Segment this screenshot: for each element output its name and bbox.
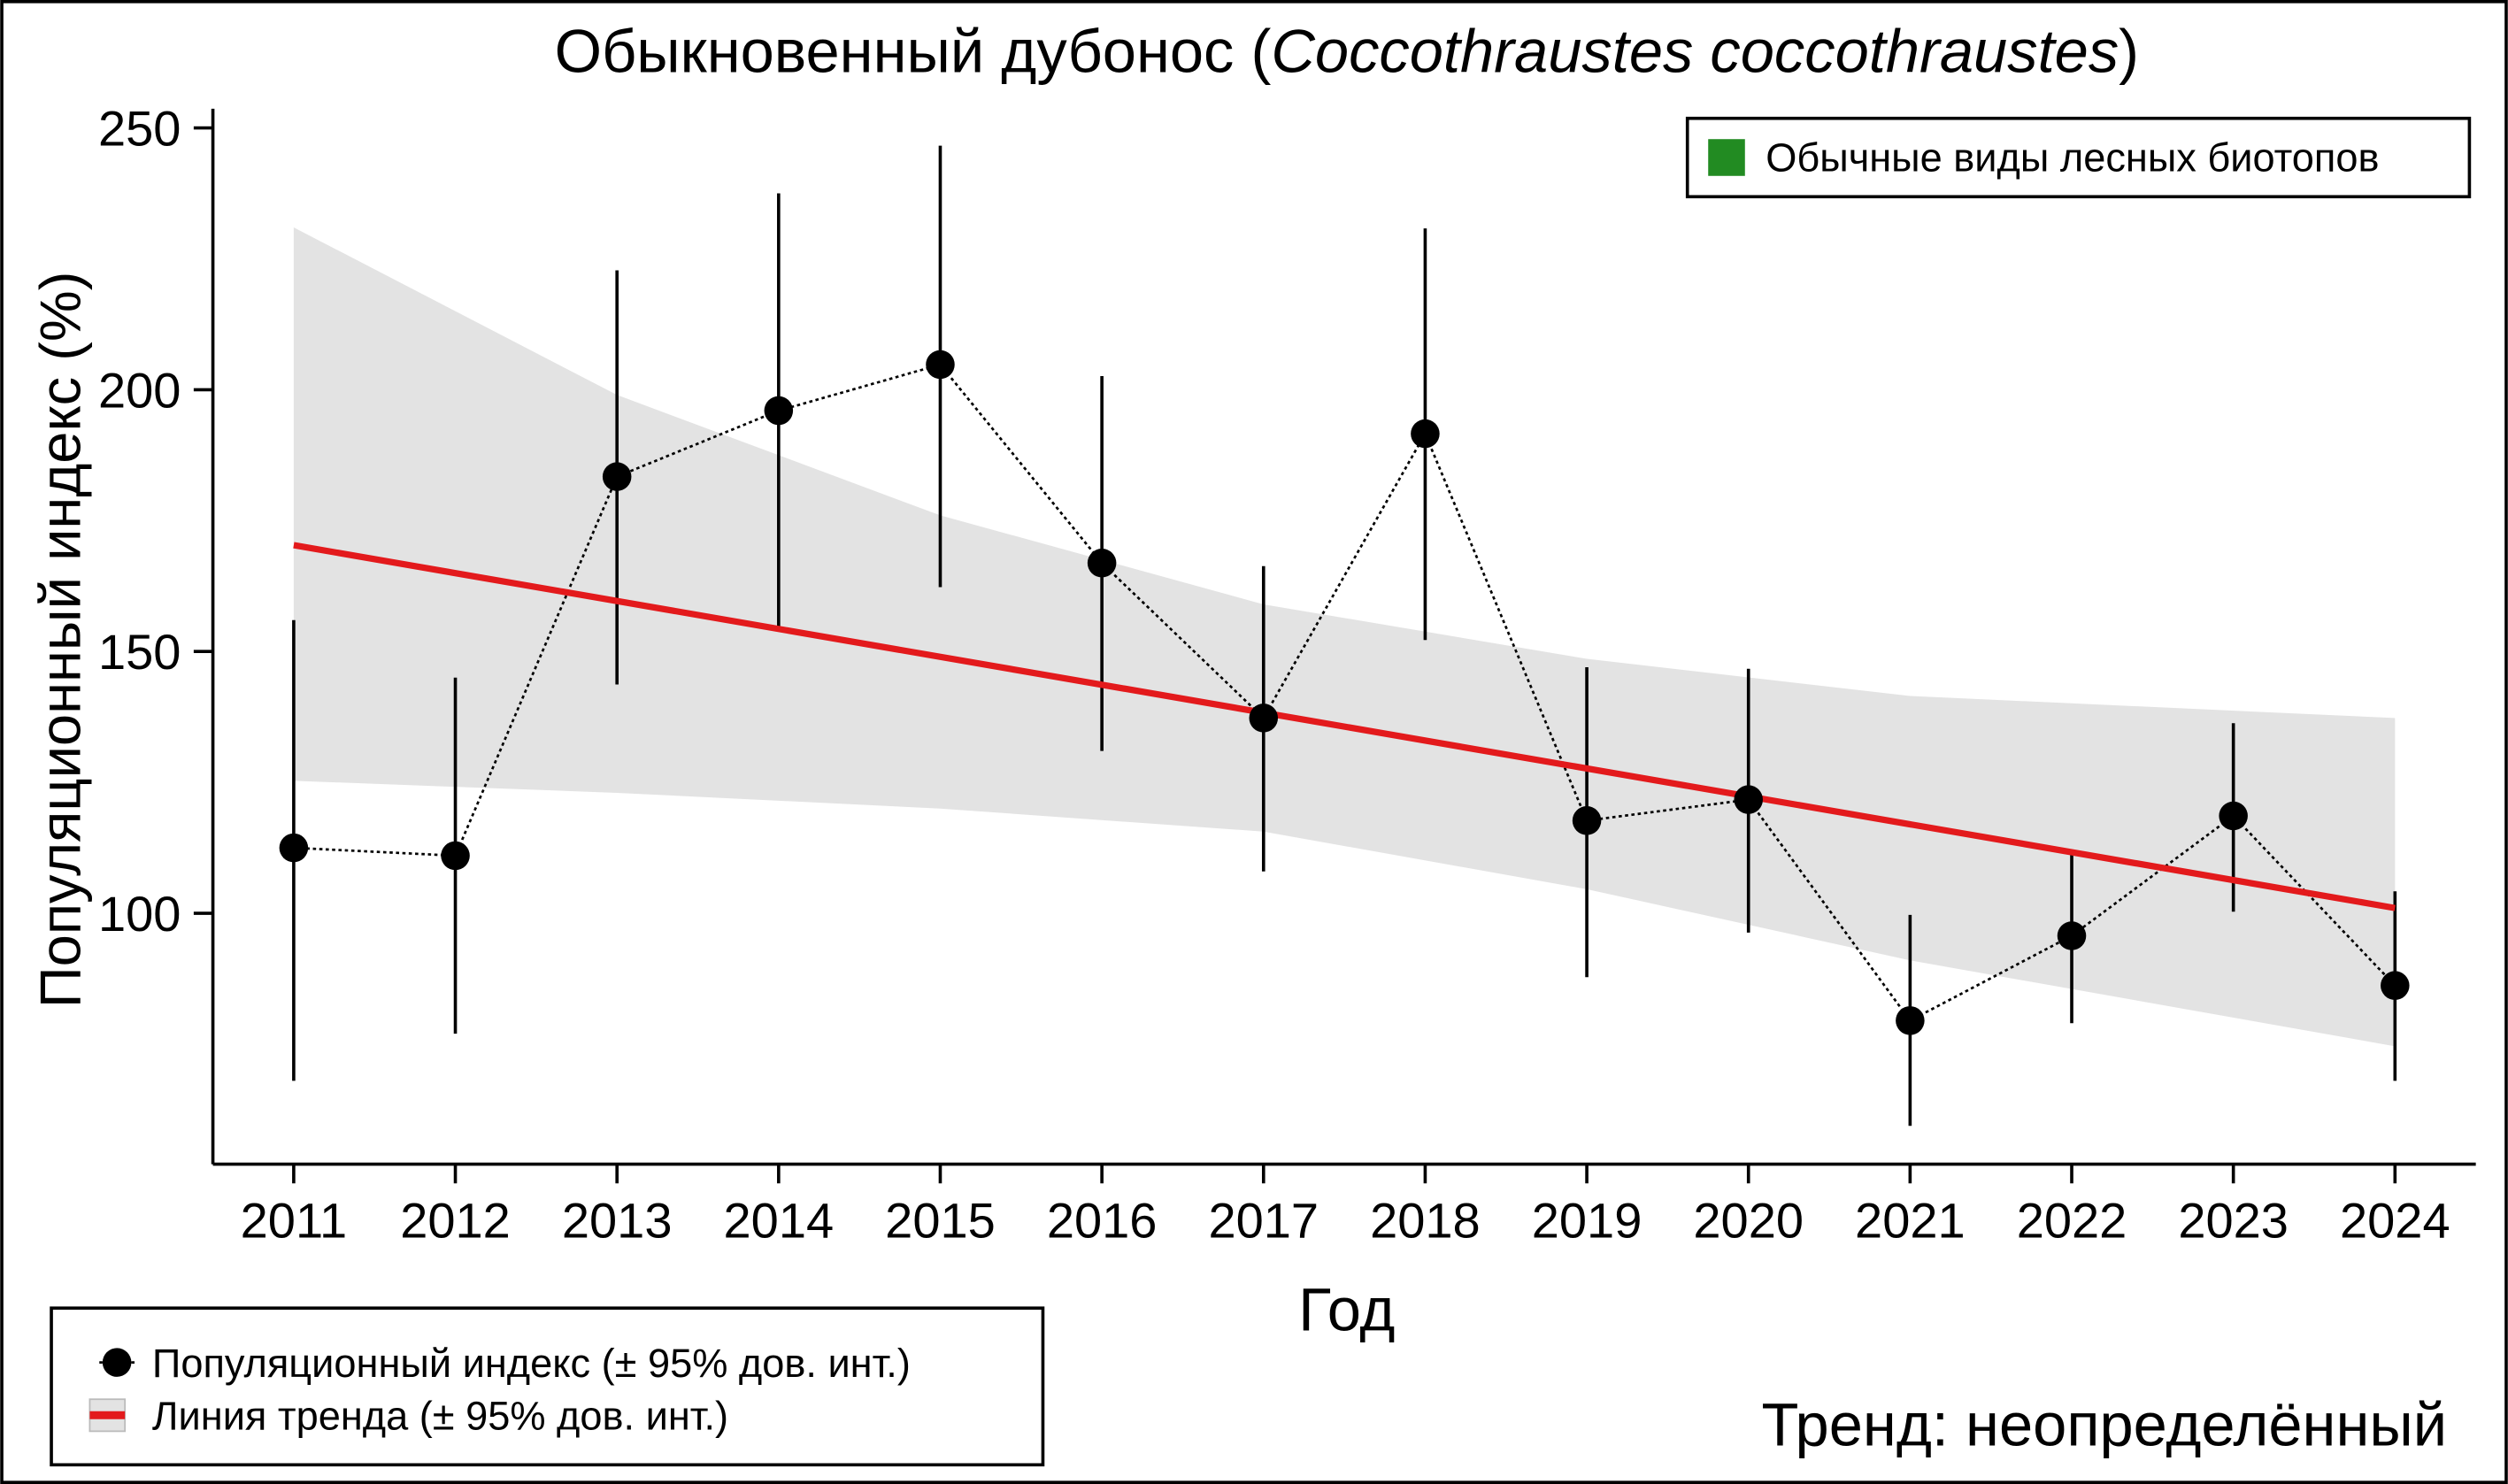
series-legend: Популяционный индекс (± 95% дов. инт.) Л… (50, 1306, 1045, 1467)
index-dotted-line (293, 363, 2396, 1023)
x-tick-label: 2014 (724, 1193, 835, 1249)
trend-line (293, 542, 2396, 911)
plot-area: 100 150 200 250 2011 2012 2013 2014 2015 2016 2017… (98, 100, 2476, 1249)
x-tick-label: 2013 (562, 1193, 673, 1249)
x-tick-label: 2020 (1693, 1193, 1804, 1249)
trend-status: Тренд: неопределённый (1761, 1391, 2447, 1459)
x-tick-label: 2019 (1532, 1193, 1643, 1249)
index-point (1896, 1006, 1925, 1035)
index-point (1572, 806, 1602, 835)
index-point (602, 462, 632, 491)
index-point (441, 841, 470, 871)
chart-title: Обыкновенный дубонос (Coccothraustes coc… (555, 17, 2139, 85)
index-point (764, 396, 794, 426)
index-point (1734, 785, 1763, 814)
index-point (926, 350, 955, 380)
legend-index-label: Популяционный индекс (± 95% дов. инт.) (152, 1341, 911, 1386)
category-label: Обычные виды лесных биотопов (1766, 135, 2379, 180)
category-legend: Обычные виды лесных биотопов (1685, 116, 2472, 199)
index-point (1087, 548, 1117, 578)
x-tick-label: 2018 (1370, 1193, 1481, 1249)
index-point (1249, 704, 1279, 733)
category-swatch (1708, 139, 1745, 176)
legend-trend-label: Линия тренда (± 95% дов. инт.) (152, 1394, 728, 1439)
index-point (2057, 921, 2087, 950)
index-point (279, 833, 309, 863)
y-tick-label: 100 (98, 886, 181, 942)
x-axis-label: Год (1298, 1276, 1395, 1344)
y-tick-label: 150 (98, 624, 181, 680)
x-tick-label: 2015 (885, 1193, 996, 1249)
x-tick-label: 2012 (400, 1193, 511, 1249)
x-tick-label: 2022 (2017, 1193, 2127, 1249)
x-tick-label: 2024 (2340, 1193, 2450, 1249)
y-axis-label: Популяционный индекс (%) (28, 272, 93, 1009)
index-point (2381, 971, 2410, 1000)
x-tick-label: 2017 (1208, 1193, 1319, 1249)
trend-confidence-band (293, 227, 2396, 1047)
x-tick-label: 2011 (241, 1193, 347, 1249)
y-tick-label: 250 (98, 100, 181, 156)
index-point (2219, 801, 2248, 831)
x-tick-label: 2021 (1855, 1193, 1966, 1249)
x-tick-label: 2016 (1047, 1193, 1158, 1249)
legend-point-icon (102, 1348, 132, 1377)
index-point (1411, 419, 1440, 449)
y-tick-label: 200 (98, 362, 181, 418)
x-tick-label: 2023 (2178, 1193, 2289, 1249)
